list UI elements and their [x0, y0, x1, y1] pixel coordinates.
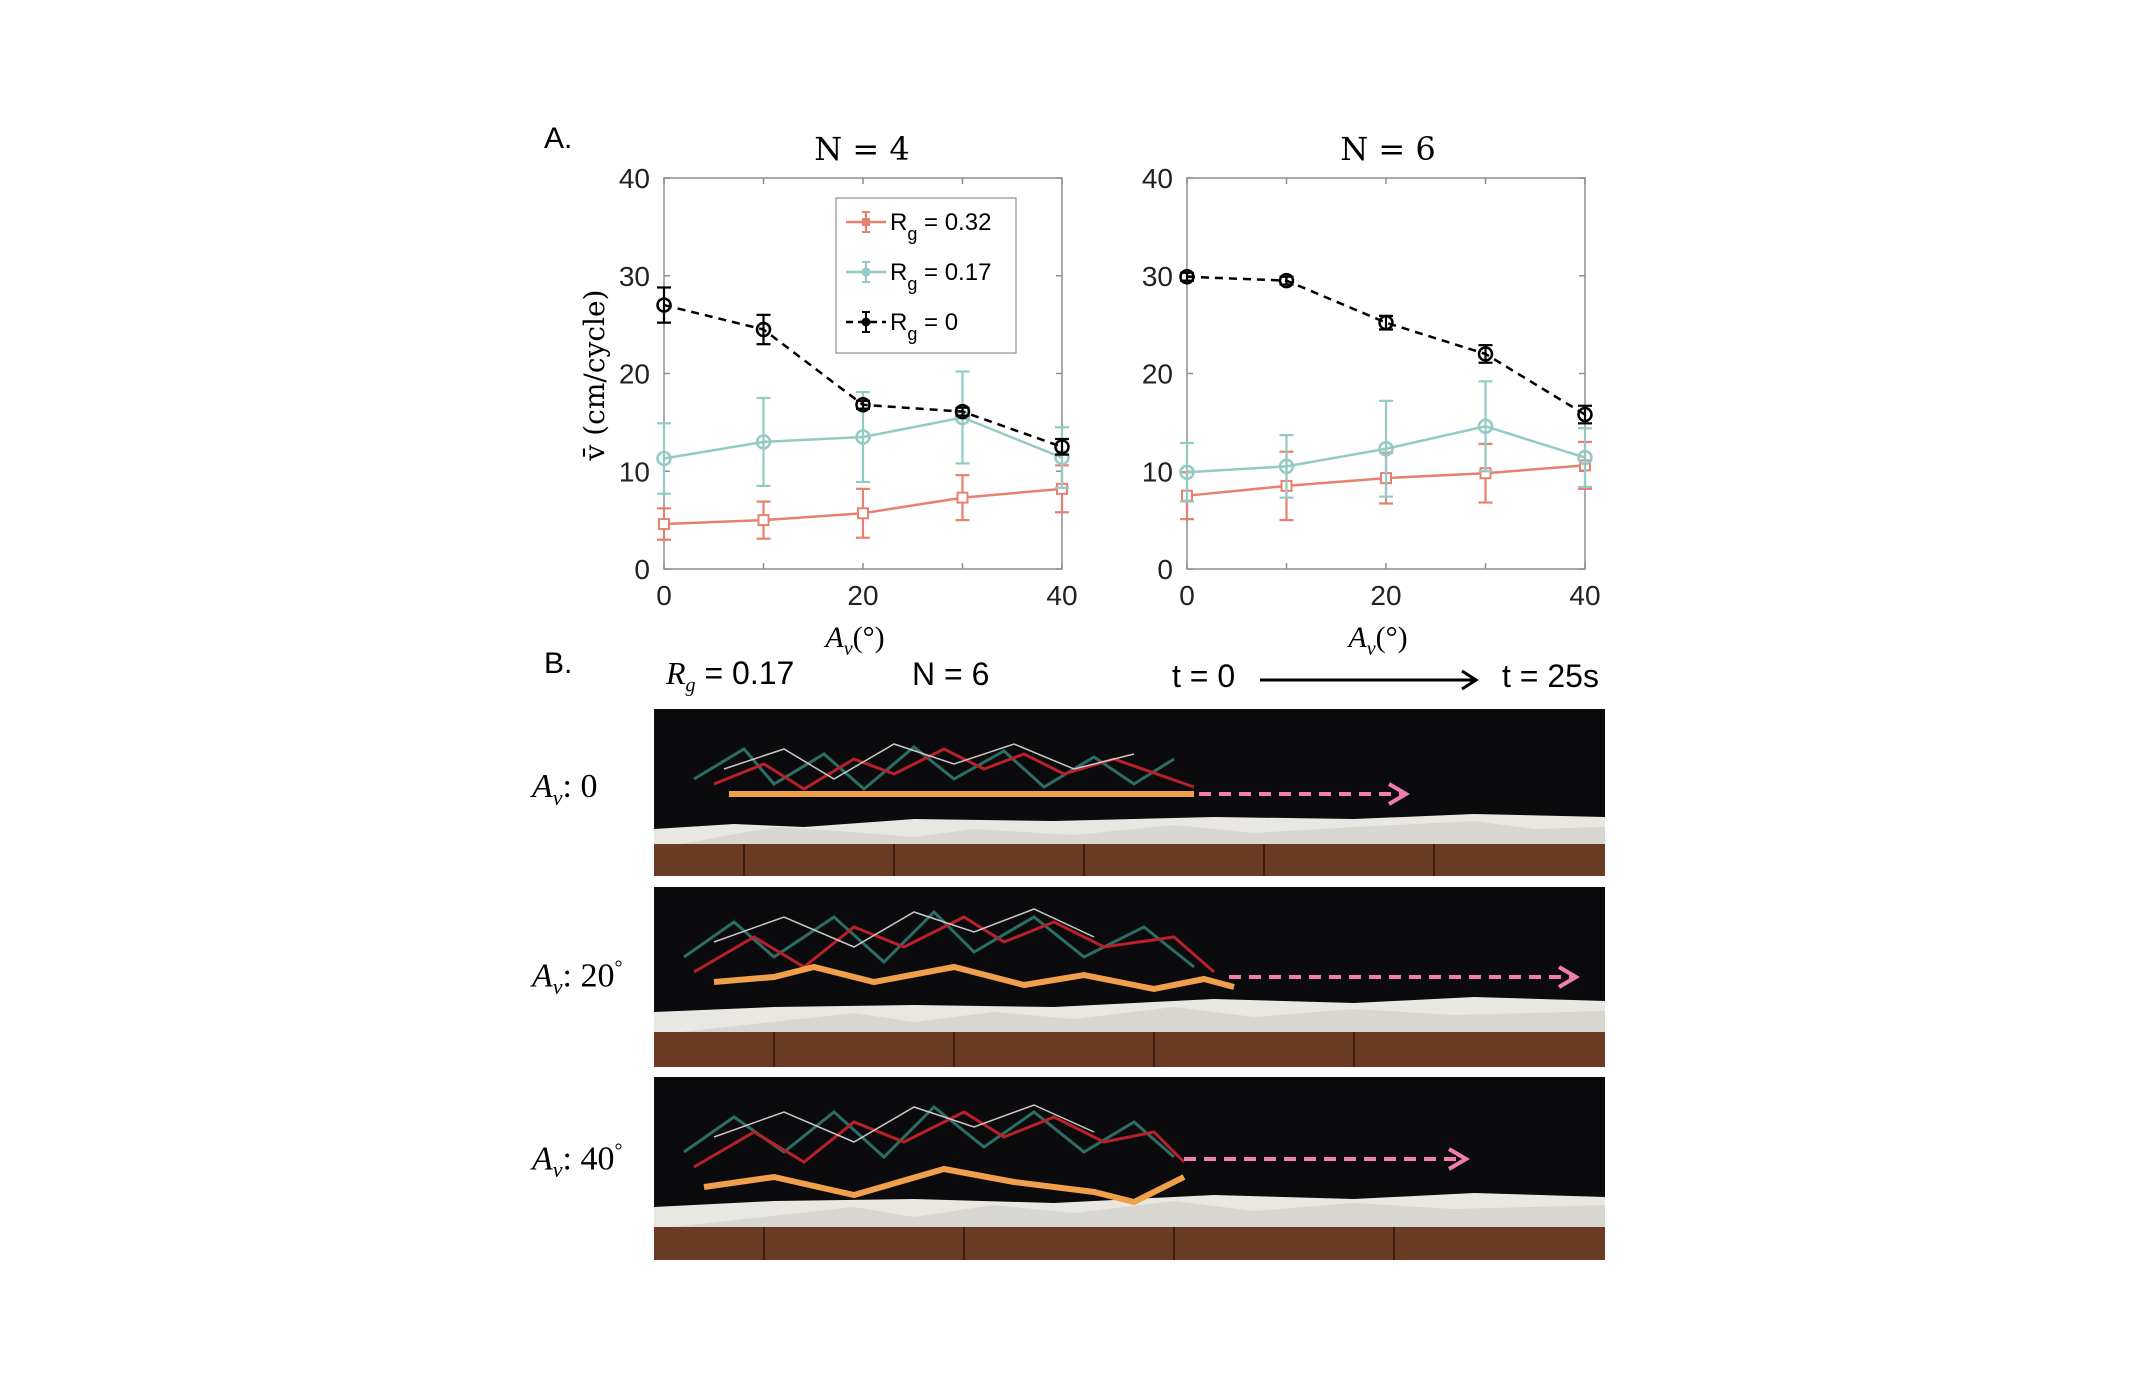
y-tick-label: 10 — [1142, 456, 1173, 487]
data-point — [755, 434, 772, 450]
legend-label-tail: = 0.32 — [917, 209, 991, 236]
legend-entry-rg-017: Rg = 0.17 — [846, 259, 991, 294]
data-point — [658, 518, 670, 531]
data-point — [954, 403, 971, 420]
chart-title: N = 4 — [814, 130, 910, 168]
data-point — [1179, 268, 1195, 285]
rg-label: Rg = 0.17 — [666, 655, 795, 697]
y-tick-label: 20 — [1142, 359, 1173, 390]
legend-label-main: R — [890, 309, 907, 336]
trajectory-line — [703, 1165, 1186, 1206]
chart-n4: N = 4 0 10 20 30 40 0 20 40 Rg = 0.32 Rg = 0 — [578, 130, 1078, 660]
y-axis-label: v̄ (cm/cycle) — [578, 290, 611, 462]
plot-area — [1186, 177, 1586, 570]
data-point — [656, 297, 672, 313]
y-tick-label: 30 — [1142, 261, 1173, 292]
data-point — [1477, 418, 1494, 435]
y-tick-label: 30 — [619, 261, 650, 292]
x-axis-label: Av(°) — [1346, 621, 1407, 660]
n-label: N = 6 — [912, 656, 990, 692]
legend-entry-rg-0: Rg = 0 — [846, 309, 958, 344]
x-tick-label: 20 — [847, 580, 878, 611]
legend-label-tail: = 0.17 — [917, 259, 991, 286]
photo-strip-av-0 — [654, 709, 1605, 876]
trajectory-line — [713, 963, 1235, 993]
data-point — [1179, 464, 1195, 480]
y-tick-label: 20 — [619, 359, 650, 390]
legend-label-sub: g — [907, 224, 917, 244]
legend-label-tail: = 0 — [917, 309, 958, 336]
data-point — [755, 321, 772, 338]
series-1 — [1179, 380, 1593, 503]
data-point — [1477, 346, 1494, 362]
x-tick-label: 0 — [656, 580, 672, 611]
data-point — [1378, 314, 1394, 331]
data-point — [1054, 439, 1070, 455]
data-point — [757, 514, 770, 527]
photo-strip-av-40 — [654, 1077, 1605, 1260]
svg-text:Rg = 0.17: Rg = 0.17 — [890, 259, 991, 294]
legend-entry-rg-032: Rg = 0.32 — [846, 209, 991, 244]
legend-label-sub: g — [907, 274, 917, 294]
y-tick-label: 40 — [619, 163, 650, 194]
x-tick-label: 40 — [1046, 580, 1077, 611]
legend-label-main: R — [890, 209, 907, 236]
legend-label-main: R — [890, 259, 907, 286]
row-label-av-40: Av: 40° — [532, 1140, 623, 1183]
time-start-label: t = 0 — [1172, 658, 1236, 694]
y-tick-label: 0 — [634, 554, 650, 585]
data-point — [1378, 441, 1394, 457]
data-point — [656, 450, 672, 467]
chart-title: N = 6 — [1340, 130, 1436, 168]
series-2 — [1179, 268, 1593, 425]
series-1 — [656, 370, 1070, 495]
svg-text:Rg = 0: Rg = 0 — [890, 309, 958, 344]
x-axis-label: Av(°) — [823, 621, 884, 660]
svg-text:Rg = 0.32: Rg = 0.32 — [890, 209, 991, 244]
data-point — [1278, 272, 1295, 289]
panel-b-label: B. — [544, 647, 573, 680]
y-tick-label: 10 — [619, 456, 650, 487]
x-tick-label: 40 — [1569, 580, 1600, 611]
panel-a-label: A. — [544, 122, 573, 155]
chart-n6: N = 6 0 10 20 30 40 0 20 40 Av(°) — [1142, 130, 1601, 660]
robot-body — [693, 743, 1195, 791]
row-label-av-20: Av: 20° — [532, 957, 623, 1000]
data-point — [1577, 406, 1593, 423]
series-2 — [656, 286, 1070, 456]
chart-figure: N = 4 0 10 20 30 40 0 20 40 Rg = 0.32 Rg = 0 — [578, 130, 1601, 660]
data-point — [857, 507, 869, 520]
x-tick-label: 20 — [1370, 580, 1401, 611]
legend: Rg = 0.32 Rg = 0.17 Rg = 0 — [835, 197, 1017, 354]
time-end-label: t = 25s — [1502, 658, 1599, 694]
photo-strip-av-20 — [654, 887, 1605, 1067]
data-point — [855, 429, 871, 445]
data-point — [1577, 449, 1593, 466]
x-tick-label: 0 — [1179, 580, 1195, 611]
data-point — [956, 491, 969, 504]
time-arrow — [1260, 669, 1479, 691]
series-line — [1186, 275, 1586, 416]
data-point — [855, 397, 871, 413]
y-tick-label: 0 — [1157, 554, 1173, 585]
data-point — [1278, 458, 1295, 475]
row-label-av-0: Av: 0 — [532, 768, 598, 810]
legend-label-sub: g — [907, 324, 917, 344]
y-tick-label: 40 — [1142, 163, 1173, 194]
